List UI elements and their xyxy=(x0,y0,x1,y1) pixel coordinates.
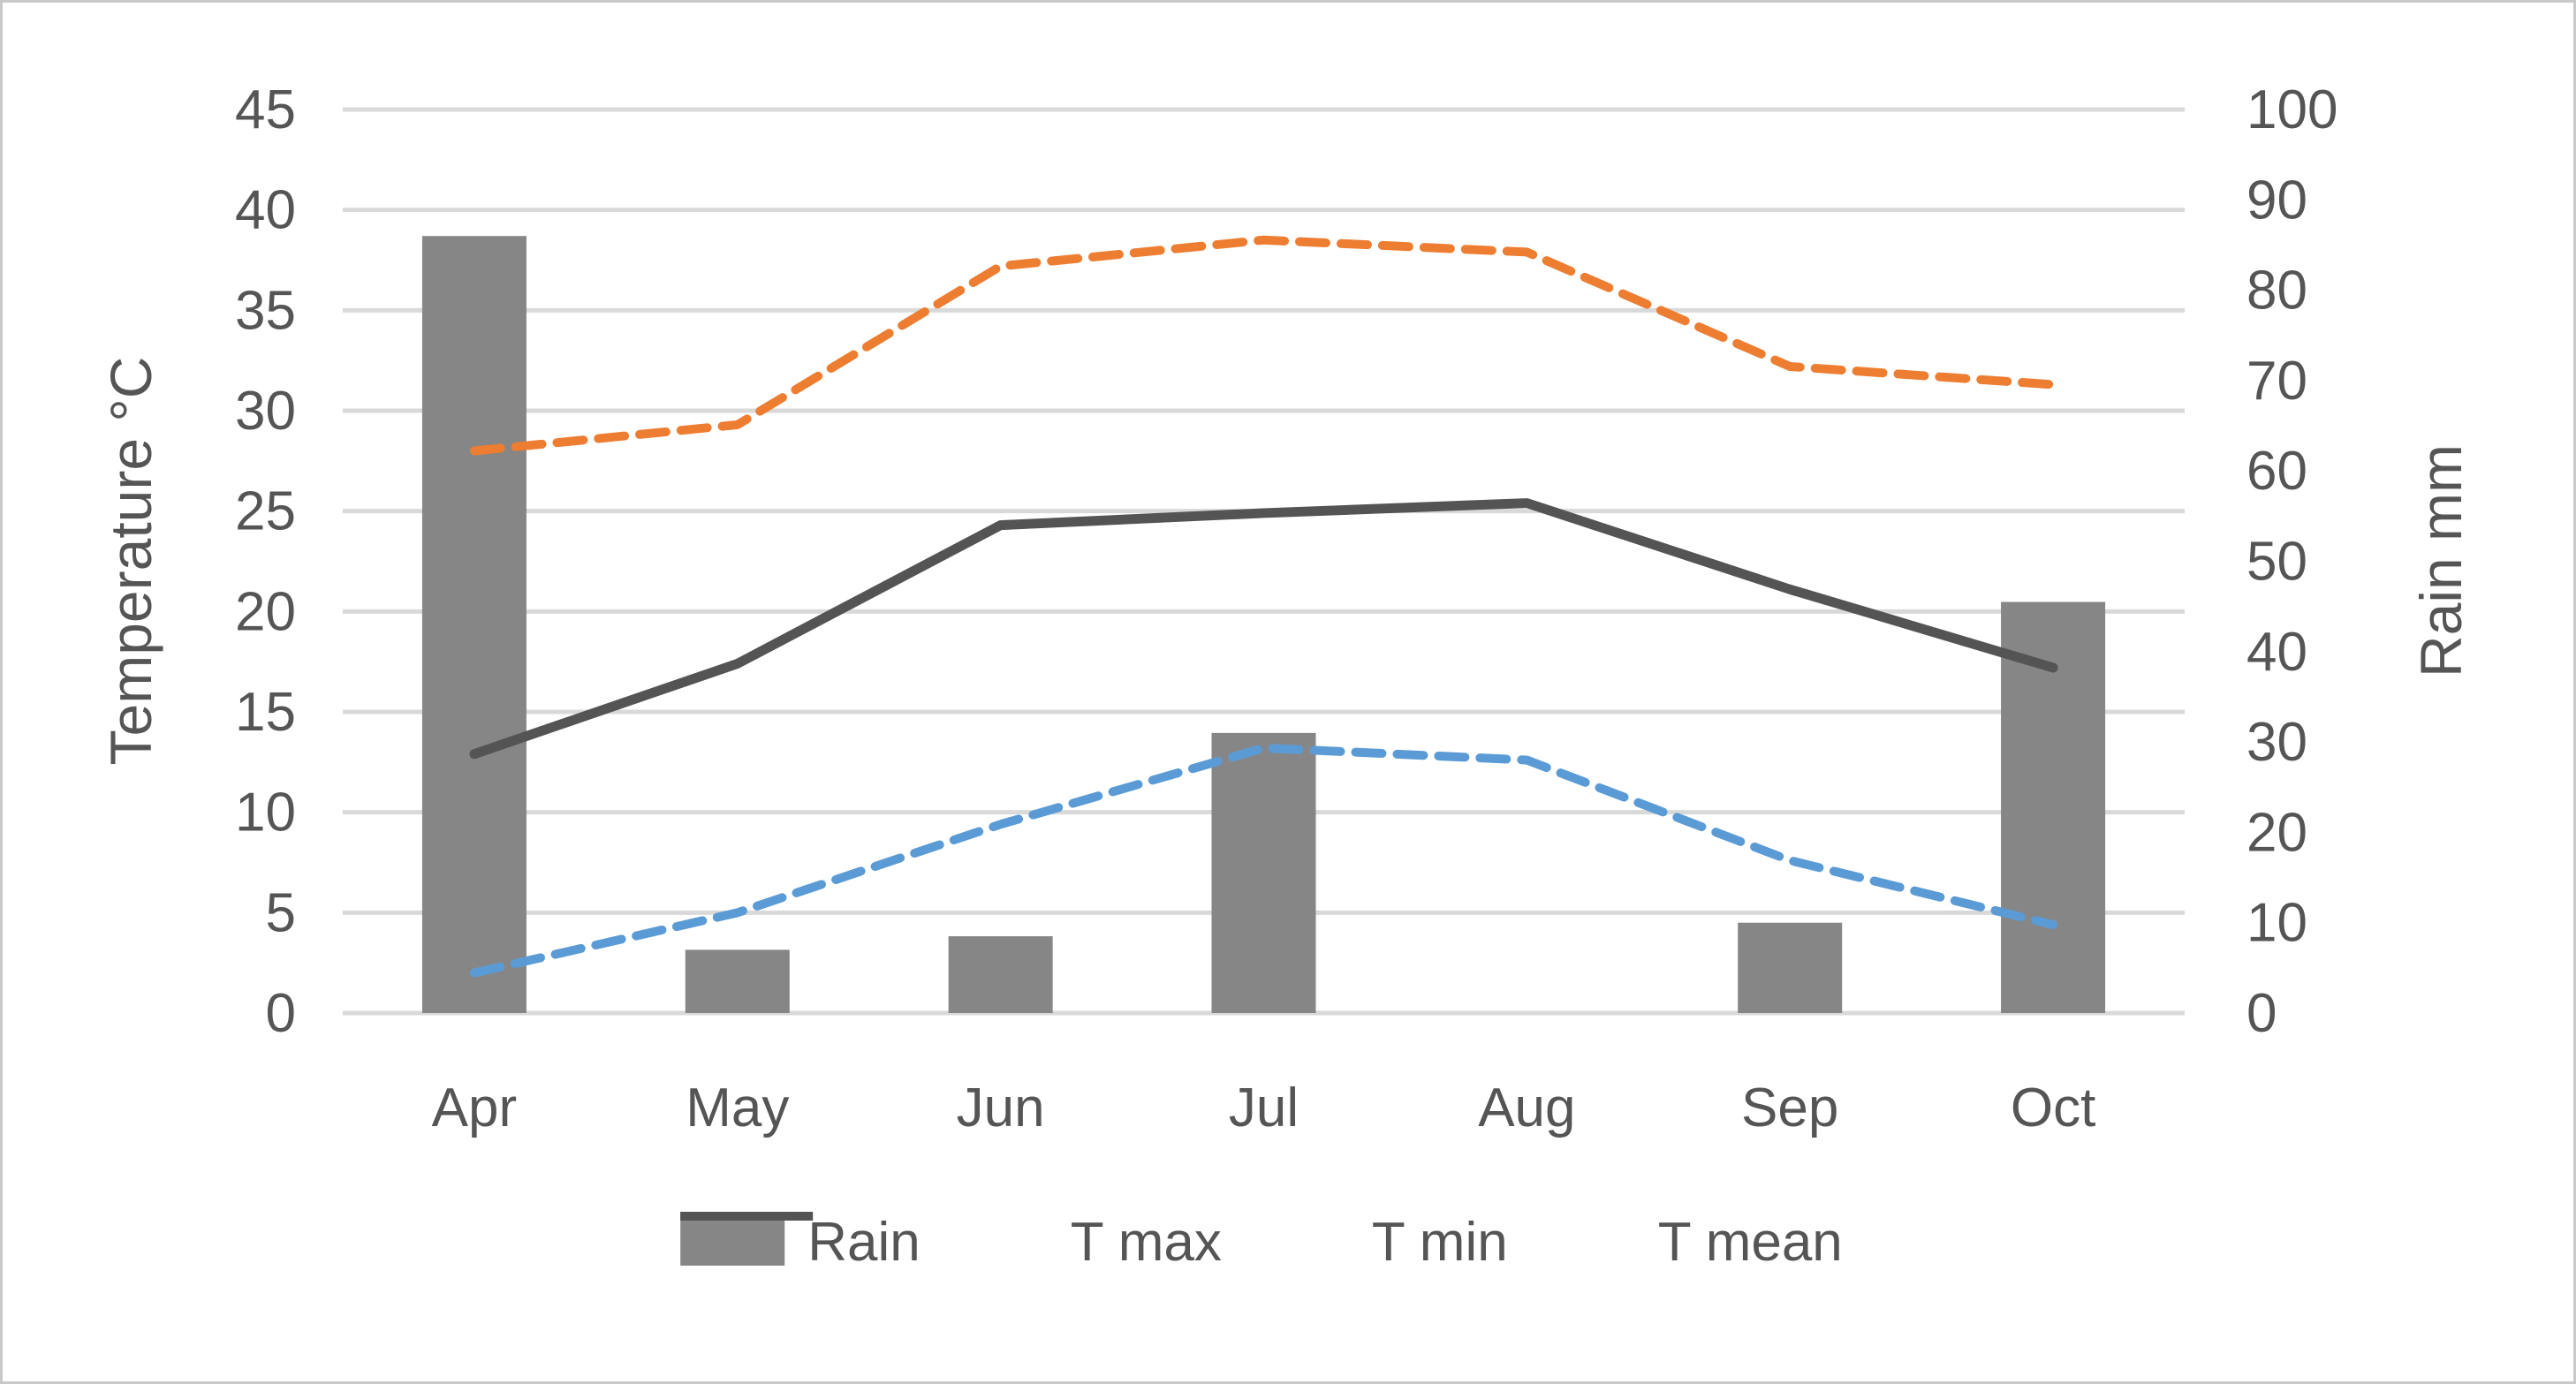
rain-bar xyxy=(1211,732,1316,1013)
left-axis-tick-label: 10 xyxy=(235,783,296,843)
x-axis-category-label: Aug xyxy=(1478,1078,1575,1138)
x-axis-category-label: Apr xyxy=(432,1078,517,1138)
legend-label-tmin: T min xyxy=(1371,1212,1508,1273)
legend-item-tmean: T mean xyxy=(680,1211,1843,1274)
rain-bar xyxy=(685,949,790,1013)
x-axis-category-label: Oct xyxy=(2011,1078,2095,1138)
x-axis-category-label: May xyxy=(686,1078,789,1138)
rain-bar xyxy=(421,236,527,1014)
right-axis-tick-label: 20 xyxy=(2246,802,2307,863)
t-max-line xyxy=(469,235,2058,456)
right-axis-tick-label: 50 xyxy=(2246,532,2307,593)
left-axis-title: Temperature °C xyxy=(98,356,163,766)
left-axis-tick-label: 25 xyxy=(235,481,296,542)
right-axis-tick-label: 10 xyxy=(2246,893,2307,954)
legend-label-rain: Rain xyxy=(807,1212,921,1273)
rain-bar xyxy=(1738,922,1843,1013)
left-axis-tick-label: 5 xyxy=(266,882,296,943)
right-axis-tick-label: 70 xyxy=(2246,351,2307,412)
tmean-solid-line-swatch-icon xyxy=(680,1212,814,1221)
chart-legend: Rain T max T min T mean xyxy=(680,1211,1843,1274)
right-axis-tick-label: 80 xyxy=(2246,261,2307,321)
legend-item-tmin: T min xyxy=(680,1211,1508,1274)
right-axis-tick-label: 90 xyxy=(2246,170,2307,231)
right-axis-tick-label: 0 xyxy=(2246,983,2277,1044)
right-axis-tick-label: 30 xyxy=(2246,712,2307,773)
rain-bar-swatch-icon xyxy=(680,1219,785,1266)
left-axis-tick-label: 35 xyxy=(235,280,296,341)
x-axis-category-label: Sep xyxy=(1741,1078,1838,1138)
right-axis-tick-label: 40 xyxy=(2246,622,2307,683)
left-axis-tick-label: 40 xyxy=(235,180,296,241)
legend-label-tmean: T mean xyxy=(1657,1212,1843,1273)
x-axis-category-label: Jun xyxy=(957,1078,1045,1138)
left-axis-tick-label: 20 xyxy=(235,581,296,642)
right-axis-tick-label: 100 xyxy=(2246,79,2337,140)
rain-bar xyxy=(948,936,1053,1013)
right-axis-tick-label: 60 xyxy=(2246,441,2307,502)
legend-item-rain: Rain xyxy=(680,1211,921,1274)
left-axis-tick-label: 30 xyxy=(235,381,296,442)
x-axis-category-label: Jul xyxy=(1229,1078,1299,1138)
right-axis-title: Rain mm xyxy=(2408,443,2474,678)
t-min-line xyxy=(469,743,2058,978)
legend-label-tmax: T max xyxy=(1070,1212,1222,1273)
left-axis-tick-label: 15 xyxy=(235,682,296,743)
left-axis-tick-label: 0 xyxy=(266,983,296,1044)
chart-plot-area: 0 5 10 15 20 25 30 35 40 45 0 10 20 30 40 50 60 70 80 90 100… xyxy=(235,79,2337,1138)
legend-item-tmax: T max xyxy=(680,1211,1222,1274)
left-axis-tick-label: 45 xyxy=(235,79,296,140)
t-mean-line xyxy=(469,498,2058,760)
